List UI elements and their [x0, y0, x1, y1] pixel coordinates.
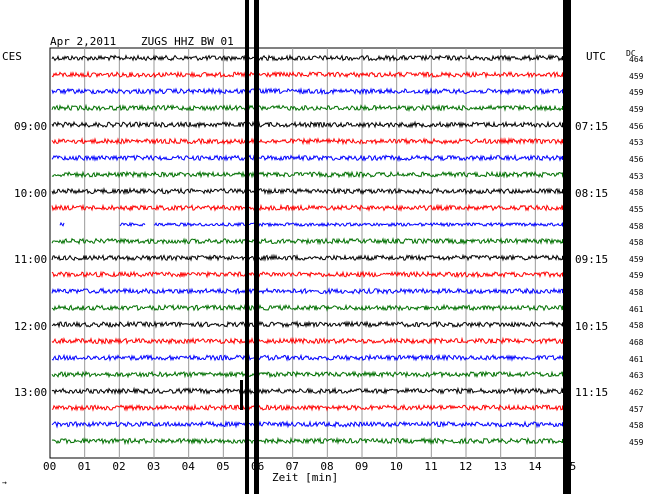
dc-value: 453	[629, 171, 644, 181]
right-timezone-label: UTC	[586, 50, 606, 63]
time-label-left: 12:00	[14, 320, 48, 333]
event-burst	[254, 0, 259, 494]
dc-value: 458	[629, 221, 644, 231]
seismic-trace	[51, 270, 569, 279]
left-timezone-label: CES	[2, 50, 22, 63]
header-station: ZUGS HHZ BW 01	[141, 35, 234, 48]
seismic-trace	[51, 87, 569, 96]
time-label-left: 13:00	[14, 386, 48, 399]
dc-value: 456	[629, 121, 644, 131]
dc-value: 459	[629, 71, 644, 81]
seismic-trace	[51, 53, 569, 63]
event-bursts	[240, 0, 571, 494]
seismic-trace	[51, 203, 569, 213]
corner-arrow-icon: →	[2, 478, 7, 487]
dc-value: 453	[629, 138, 644, 148]
x-tick-label: 15	[563, 460, 577, 473]
event-burst	[245, 0, 249, 494]
event-burst	[240, 380, 243, 410]
seismic-trace	[51, 353, 569, 362]
dc-value: 459	[629, 271, 644, 281]
x-tick-label: 05	[216, 460, 230, 473]
seismic-trace	[51, 403, 569, 412]
dc-value: 457	[629, 404, 644, 414]
x-tick-label: 03	[147, 460, 161, 473]
dc-value: 463	[629, 371, 644, 381]
time-label-right: 11:15	[575, 386, 609, 399]
seismic-trace	[119, 221, 146, 228]
x-tick-label: 01	[77, 460, 91, 473]
seismic-trace	[153, 221, 569, 228]
x-tick-label: 02	[112, 460, 126, 473]
dc-value: 459	[629, 88, 644, 98]
seismic-trace	[51, 120, 569, 129]
seismic-trace	[51, 287, 569, 296]
dc-value: 455	[629, 204, 644, 214]
dc-value: 458	[629, 321, 644, 331]
time-label-left: 09:00	[14, 120, 48, 133]
time-label-left: 11:00	[14, 253, 48, 266]
trace-lines	[51, 53, 570, 446]
x-tick-label: 11	[424, 460, 438, 473]
x-tick-label: 00	[43, 460, 57, 473]
x-tick-label: 07	[285, 460, 299, 473]
dc-value: 458	[629, 238, 644, 248]
seismic-trace	[51, 303, 569, 312]
dc-value: 461	[629, 304, 644, 314]
dc-value: 459	[629, 437, 644, 447]
seismic-trace	[51, 420, 569, 429]
time-label-left: 10:00	[14, 187, 48, 200]
dc-value: 462	[629, 388, 644, 397]
x-tick-label: 06	[251, 460, 265, 473]
time-label-right: 09:15	[575, 253, 609, 266]
x-tick-label: 10	[389, 460, 403, 473]
seismic-trace	[51, 237, 569, 246]
x-tick-label: 13	[493, 460, 507, 473]
seismic-trace	[51, 436, 569, 446]
x-tick-label: 09	[355, 460, 369, 473]
event-burst	[563, 0, 571, 494]
seismic-trace	[51, 103, 569, 113]
dc-value: 458	[629, 421, 644, 431]
dc-value: 459	[629, 254, 644, 264]
seismic-trace	[59, 221, 65, 227]
x-tick-label: 14	[528, 460, 542, 473]
seismic-trace	[51, 70, 569, 79]
dc-value: 459	[629, 104, 644, 114]
header-date: Apr 2,2011	[50, 35, 117, 48]
seismic-trace	[51, 336, 569, 346]
x-axis-label: Zeit [min]	[272, 471, 339, 484]
time-label-right: 10:15	[575, 320, 609, 333]
seismic-trace	[51, 186, 569, 196]
dc-header-label: DC	[626, 49, 636, 58]
seismic-trace	[51, 386, 569, 396]
dc-value: 468	[629, 338, 644, 348]
x-tick-label: 08	[320, 460, 334, 473]
seismic-trace	[51, 320, 569, 329]
seismic-trace	[51, 170, 569, 179]
dc-value: 461	[629, 354, 644, 364]
seismic-trace	[51, 370, 569, 379]
seismic-trace	[51, 153, 569, 163]
time-label-right: 08:15	[575, 187, 609, 200]
x-tick-label: 12	[459, 460, 473, 473]
dc-value: 458	[629, 188, 644, 198]
dc-value: 464	[629, 55, 644, 64]
dc-value: 458	[629, 288, 644, 298]
dc-value: 456	[629, 154, 644, 164]
seismic-trace	[51, 253, 569, 262]
seismic-trace	[51, 136, 569, 146]
x-tick-label: 04	[181, 460, 195, 473]
time-label-right: 07:15	[575, 120, 609, 133]
